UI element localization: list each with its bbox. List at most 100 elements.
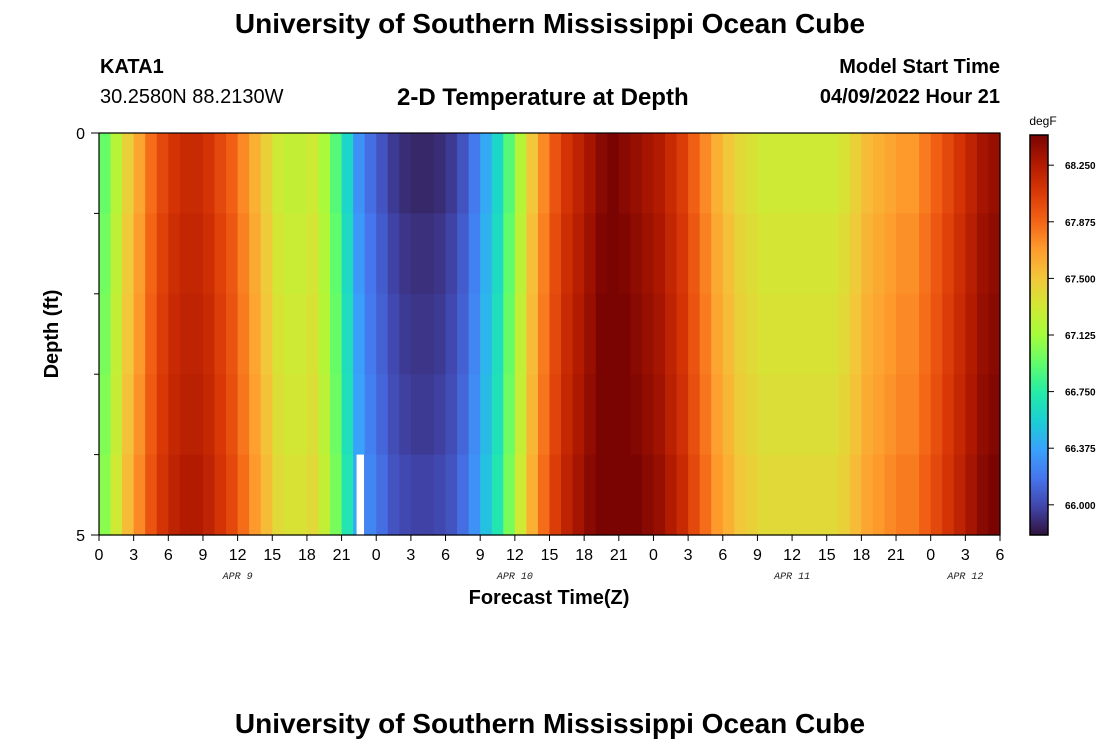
heatmap-cell — [665, 374, 678, 456]
heatmap-cell — [884, 374, 897, 456]
heatmap-cell — [757, 213, 770, 295]
heatmap-cell — [861, 454, 874, 536]
heatmap-cell — [445, 374, 458, 456]
heatmap-cell — [537, 213, 551, 295]
heatmap-cell — [607, 133, 620, 214]
x-tick-label: 9 — [753, 547, 762, 564]
heatmap-cell — [480, 454, 493, 536]
heatmap-cell — [919, 454, 932, 536]
heatmap-cell — [214, 374, 227, 456]
heatmap-cell — [318, 454, 331, 536]
heatmap-cell — [122, 133, 135, 214]
heatmap-cell — [688, 293, 701, 375]
heatmap-cell — [145, 213, 158, 295]
x-tick-label: 18 — [298, 547, 316, 564]
heatmap-cell — [826, 293, 839, 375]
heatmap-cell — [607, 213, 620, 295]
heatmap-cell — [410, 454, 424, 536]
heatmap-cell — [341, 454, 354, 536]
heatmap-cell — [249, 133, 262, 214]
heatmap-cell — [399, 293, 412, 375]
heatmap-cell — [861, 133, 874, 214]
heatmap-cell — [665, 293, 678, 375]
heatmap-cell — [364, 454, 377, 536]
heatmap-cell — [445, 213, 458, 295]
x-tick-label: 15 — [263, 547, 281, 564]
heatmap-cell — [942, 374, 955, 456]
heatmap-cell — [907, 374, 920, 456]
heatmap-cell — [110, 133, 123, 214]
y-axis: 05 — [76, 126, 99, 545]
heatmap-cell — [214, 133, 227, 214]
heatmap-cell — [353, 133, 366, 214]
heatmap-cell — [930, 213, 943, 295]
heatmap-cells — [99, 133, 1001, 536]
heatmap-cell — [110, 374, 123, 456]
heatmap-cell — [260, 293, 273, 375]
heatmap-cell — [711, 293, 724, 375]
heatmap-cell — [976, 374, 990, 456]
heatmap-cell — [168, 213, 181, 295]
y-axis-label: Depth (ft) — [41, 290, 63, 379]
heatmap-cell — [168, 293, 181, 375]
heatmap-cell — [156, 374, 169, 456]
heatmap-cell — [549, 133, 562, 214]
heatmap-cell — [676, 213, 689, 295]
heatmap-cell — [422, 454, 435, 536]
heatmap-cell — [526, 213, 539, 295]
heatmap-cell — [572, 133, 585, 214]
x-tick-label: 3 — [684, 547, 693, 564]
heatmap-cell — [433, 213, 447, 295]
colorbar-tick-label: 66.000 — [1065, 501, 1096, 512]
heatmap-cell — [688, 454, 701, 536]
heatmap-cell — [341, 133, 354, 214]
heatmap-cell — [757, 454, 770, 536]
heatmap-cell — [896, 454, 909, 536]
heatmap-cell — [306, 133, 320, 214]
heatmap-cell — [283, 213, 296, 295]
heatmap-cell — [364, 374, 377, 456]
colorbar-tick-label: 67.500 — [1065, 274, 1096, 285]
x-tick-label: 12 — [783, 547, 801, 564]
heatmap-cell — [99, 133, 112, 214]
heatmap-cell — [942, 133, 955, 214]
heatmap-cell — [457, 293, 470, 375]
heatmap-cell — [341, 293, 354, 375]
heatmap-cell — [376, 374, 389, 456]
heatmap-cell — [226, 374, 239, 456]
heatmap-cell — [306, 293, 320, 375]
heatmap-cell — [399, 454, 412, 536]
heatmap-cell — [722, 374, 735, 456]
heatmap-cell — [965, 374, 978, 456]
heatmap-cell — [191, 454, 204, 536]
heatmap-cell — [618, 374, 631, 456]
heatmap-cell — [584, 133, 597, 214]
x-tick-label: 15 — [818, 547, 836, 564]
x-tick-label: 21 — [887, 547, 905, 564]
heatmap-cell — [745, 454, 759, 536]
heatmap-cell — [330, 213, 343, 295]
heatmap-cell — [896, 374, 909, 456]
heatmap-cell — [364, 133, 377, 214]
x-tick-label: 12 — [506, 547, 524, 564]
heatmap-cell — [179, 454, 193, 536]
heatmap-cell — [884, 213, 897, 295]
heatmap-cell — [607, 374, 620, 456]
heatmap-cell — [110, 213, 123, 295]
heatmap-cell — [780, 374, 793, 456]
heatmap-cell — [283, 293, 296, 375]
heatmap-cell — [376, 133, 389, 214]
heatmap-cell — [526, 374, 539, 456]
heatmap-cell — [595, 374, 608, 456]
heatmap-cell — [133, 293, 146, 375]
heatmap-cell — [734, 213, 747, 295]
heatmap-cell — [457, 213, 470, 295]
heatmap-cell — [202, 374, 216, 456]
heatmap-cell — [537, 374, 551, 456]
heatmap-cell — [295, 133, 308, 214]
heatmap-cell — [665, 454, 678, 536]
heatmap-cell — [330, 374, 343, 456]
heatmap-cell — [514, 374, 527, 456]
heatmap-cell — [122, 454, 135, 536]
heatmap-cell — [734, 454, 747, 536]
